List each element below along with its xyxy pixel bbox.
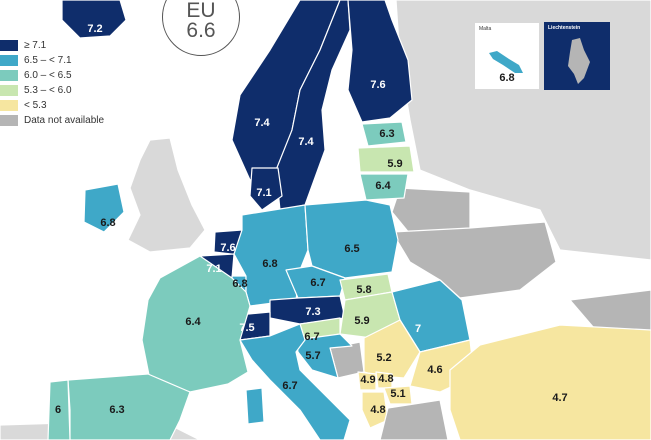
value-iceland: 7.2 xyxy=(87,23,103,35)
albania xyxy=(361,391,389,429)
inset-malta-title: Malta xyxy=(479,26,492,32)
ireland xyxy=(83,183,125,233)
lithuania xyxy=(359,173,409,201)
malta-shape xyxy=(489,51,523,73)
value-bulgaria: 4.6 xyxy=(427,364,443,376)
liechtenstein-shape xyxy=(568,38,590,84)
value-slovakia: 5.8 xyxy=(356,284,372,296)
legend-swatch xyxy=(0,85,18,96)
value-denmark: 7.1 xyxy=(256,187,272,199)
value-norway: 7.4 xyxy=(254,117,270,129)
serbia xyxy=(363,319,421,379)
value-lithuania: 6.4 xyxy=(375,180,391,192)
value-germany: 6.8 xyxy=(262,258,278,270)
value-italy: 6.7 xyxy=(282,380,298,392)
legend-swatch xyxy=(0,55,18,66)
value-sweden: 7.4 xyxy=(298,136,314,148)
latvia xyxy=(357,145,415,173)
value-serbia: 5.2 xyxy=(376,352,392,364)
value-ireland: 6.8 xyxy=(100,217,116,229)
value-montenegro: 4.9 xyxy=(360,374,376,386)
croatia xyxy=(295,333,353,379)
value-austria: 7.3 xyxy=(305,306,321,318)
legend-label: 6.5 – < 7.1 xyxy=(24,55,72,66)
legend-label: ≥ 7.1 xyxy=(24,40,47,51)
iceland xyxy=(61,0,127,39)
ukraine xyxy=(391,221,557,299)
turkey xyxy=(449,324,651,440)
legend-swatch xyxy=(0,100,18,111)
eu-badge-value: 6.6 xyxy=(186,19,216,42)
denmark xyxy=(249,167,283,211)
value-latvia: 5.9 xyxy=(387,158,403,170)
italy xyxy=(239,323,351,440)
value-estonia: 6.3 xyxy=(379,128,395,140)
value-kosovo: 4.8 xyxy=(378,373,394,385)
greece xyxy=(379,399,449,440)
legend-item: Data not available xyxy=(0,113,104,128)
value-portugal: 6 xyxy=(54,404,62,416)
legend-label: 6.0 – < 6.5 xyxy=(24,70,72,81)
eu-badge-code: EU xyxy=(186,0,216,22)
legend-label: 5.3 – < 6.0 xyxy=(24,85,72,96)
legend-item: < 5.3 xyxy=(0,98,104,113)
value-spain: 6.3 xyxy=(109,404,125,416)
great-britain xyxy=(127,137,206,253)
caucasus xyxy=(569,289,651,336)
france xyxy=(141,255,251,393)
value-czechia: 6.7 xyxy=(310,277,326,289)
legend-item: 6.5 – < 7.1 xyxy=(0,53,104,68)
value-albania: 4.8 xyxy=(370,404,386,416)
legend-item: ≥ 7.1 xyxy=(0,38,104,53)
legend-swatch xyxy=(0,115,18,126)
map-legend: ≥ 7.1 6.5 – < 7.1 6.0 – < 6.5 5.3 – < 6.0 < … xyxy=(0,38,104,128)
value-poland: 6.5 xyxy=(344,243,360,255)
value-turkey: 4.7 xyxy=(552,392,568,404)
montenegro xyxy=(357,371,377,391)
value-slovenia-top: 6.7 xyxy=(304,331,320,343)
estonia xyxy=(361,121,407,147)
sardinia xyxy=(245,387,265,425)
legend-label: < 5.3 xyxy=(24,100,47,111)
value-slovenia: 5.7 xyxy=(305,350,321,362)
legend-swatch xyxy=(0,70,18,81)
legend-swatch xyxy=(0,40,18,51)
poland xyxy=(304,199,399,279)
inset-liechtenstein: Liechtenstein xyxy=(544,22,610,90)
value-luxembourg: 6.8 xyxy=(232,278,248,290)
finland xyxy=(347,0,413,123)
inset-malta: Malta 6.8 xyxy=(474,22,540,90)
value-belgium: 7.1 xyxy=(206,263,222,275)
value-north-macedonia: 5.1 xyxy=(390,388,406,400)
inset-malta-value: 6.8 xyxy=(499,72,515,84)
value-switzerland: 7.5 xyxy=(239,322,255,334)
value-romania: 7 xyxy=(414,323,422,335)
value-netherlands: 7.6 xyxy=(220,242,236,254)
legend-item: 5.3 – < 6.0 xyxy=(0,83,104,98)
value-france: 6.4 xyxy=(185,316,201,328)
legend-item: 6.0 – < 6.5 xyxy=(0,68,104,83)
portugal xyxy=(47,379,71,440)
legend-label: Data not available xyxy=(24,115,105,126)
inset-liechtenstein-title: Liechtenstein xyxy=(548,25,581,31)
value-hungary: 5.9 xyxy=(354,315,370,327)
spain xyxy=(67,373,191,440)
value-finland: 7.6 xyxy=(370,79,386,91)
